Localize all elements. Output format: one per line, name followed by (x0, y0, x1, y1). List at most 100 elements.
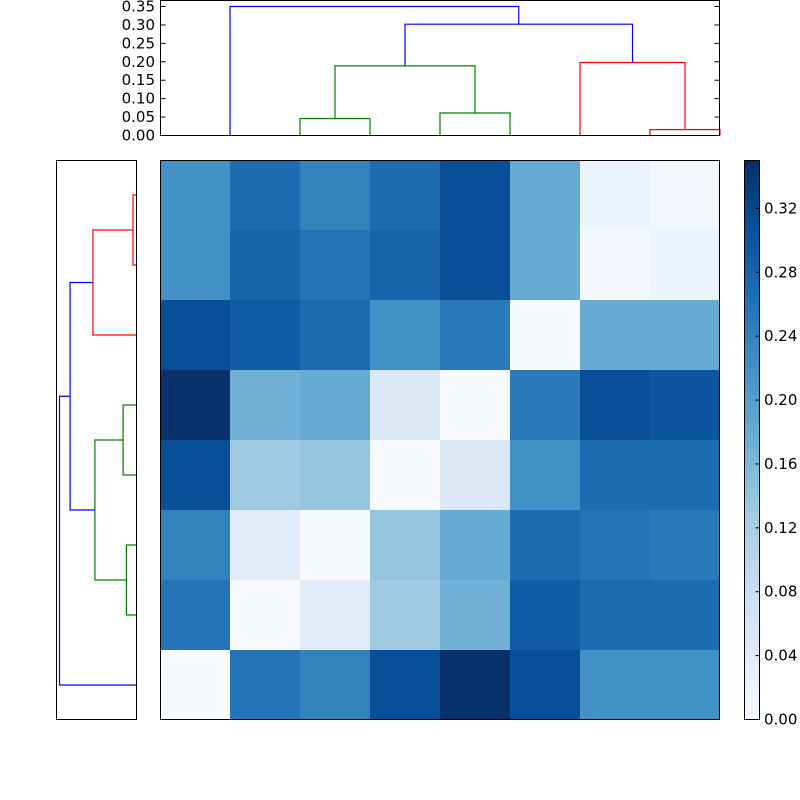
heatmap-cell (300, 650, 370, 720)
left-dendrogram-link (125, 544, 137, 616)
heatmap-cell (440, 230, 510, 300)
heatmap-frame (160, 160, 720, 720)
left-dendrogram-links (58, 194, 137, 686)
heatmap-cell (230, 230, 300, 300)
colorbar-tick-label: 0.24 (764, 327, 797, 345)
heatmap-cell (300, 370, 370, 440)
heatmap-cell (580, 370, 650, 440)
heatmap-cell (370, 160, 440, 230)
heatmap-cell (300, 230, 370, 300)
top-dendrogram-link (579, 61, 686, 136)
heatmap-cell (300, 160, 370, 230)
heatmap-cell (510, 160, 580, 230)
heatmap-cell (230, 510, 300, 580)
heatmap-cell (440, 160, 510, 230)
left-dendrogram-link (122, 404, 137, 476)
heatmap-cell (160, 510, 230, 580)
top-dendrogram-link (439, 112, 511, 136)
heatmap-cell (510, 580, 580, 650)
left-dendrogram-frame (56, 160, 137, 720)
colorbar-tick-label: 0.20 (764, 391, 797, 409)
heatmap-cell (510, 370, 580, 440)
heatmap-cell (650, 230, 720, 300)
heatmap-cell (160, 370, 230, 440)
top-y-tick-label: 0.10 (122, 90, 155, 108)
colorbar-tick-label: 0.00 (764, 711, 797, 729)
heatmap-cell (440, 440, 510, 510)
colorbar-tick-label: 0.08 (764, 583, 797, 601)
heatmap-cell (300, 510, 370, 580)
left-dendrogram-link (92, 229, 137, 336)
heatmap-cell (440, 580, 510, 650)
top-y-tick-label: 0.05 (122, 108, 155, 126)
heatmap-cell (160, 300, 230, 370)
top-dendrogram-links (229, 5, 721, 136)
top-y-tick-label: 0.00 (122, 127, 155, 145)
heatmap-cell (580, 510, 650, 580)
left-dendrogram-link (94, 439, 127, 581)
heatmap-cell (580, 580, 650, 650)
heatmap-cell (440, 650, 510, 720)
heatmap-cell (650, 440, 720, 510)
heatmap-cell (230, 440, 300, 510)
heatmap-cell (370, 650, 440, 720)
heatmap-cell (160, 650, 230, 720)
colorbar-ticks: 0.00 0.04 0.08 0.12 0.16 0.20 0.24 0.28 0.32 (755, 199, 797, 729)
top-y-tick-label: 0.20 (122, 53, 155, 71)
heatmap-cell (160, 580, 230, 650)
heatmap-cells (160, 160, 720, 720)
heatmap-cell (580, 230, 650, 300)
top-dendrogram-link (404, 23, 634, 66)
heatmap-cell (510, 510, 580, 580)
heatmap-cell (370, 300, 440, 370)
colorbar-tick-label: 0.32 (764, 199, 797, 217)
heatmap-cell (510, 650, 580, 720)
heatmap-cell (300, 580, 370, 650)
heatmap-cell (650, 580, 720, 650)
colorbar-gradient (744, 160, 760, 720)
heatmap-cell (160, 230, 230, 300)
heatmap-cell (650, 160, 720, 230)
heatmap-cell (370, 370, 440, 440)
colorbar-tick-label: 0.04 (764, 647, 797, 665)
heatmap-cell (580, 160, 650, 230)
heatmap-cell (370, 580, 440, 650)
left-dendrogram-link (58, 395, 137, 686)
heatmap-cell (230, 160, 300, 230)
top-y-tick-label: 0.35 (122, 0, 155, 16)
top-dendrogram-link (649, 129, 721, 136)
heatmap-cell (650, 650, 720, 720)
heatmap-cell (510, 230, 580, 300)
heatmap-cell (580, 300, 650, 370)
colorbar: 0.00 0.04 0.08 0.12 0.16 0.20 0.24 0.28 0.32 (744, 160, 797, 729)
heatmap-cell (650, 300, 720, 370)
top-y-tick-label: 0.25 (122, 34, 155, 52)
top-dendrogram-link (229, 5, 520, 136)
heatmap-cell (440, 370, 510, 440)
heatmap-cell (160, 440, 230, 510)
heatmap (160, 160, 720, 720)
heatmap-cell (580, 650, 650, 720)
heatmap-cell (300, 440, 370, 510)
heatmap-cell (160, 160, 230, 230)
top-y-tick-label: 0.30 (122, 16, 155, 34)
heatmap-cell (370, 510, 440, 580)
left-dendrogram-link (132, 194, 137, 266)
colorbar-tick-label: 0.16 (764, 455, 797, 473)
colorbar-tick-label: 0.12 (764, 519, 797, 537)
heatmap-cell (230, 370, 300, 440)
heatmap-cell (650, 370, 720, 440)
heatmap-cell (230, 580, 300, 650)
top-y-tick-label: 0.15 (122, 71, 155, 89)
heatmap-cell (440, 300, 510, 370)
heatmap-cell (230, 650, 300, 720)
top-dendrogram-link (334, 65, 476, 119)
top-dendrogram-frame (160, 0, 720, 136)
heatmap-cell (510, 440, 580, 510)
top-dendrogram-y-axis: 0.000.050.100.150.200.250.300.35 (122, 0, 720, 145)
heatmap-cell (440, 510, 510, 580)
left-dendrogram-link (69, 281, 95, 511)
top-dendrogram-link (299, 117, 371, 136)
heatmap-cell (510, 300, 580, 370)
